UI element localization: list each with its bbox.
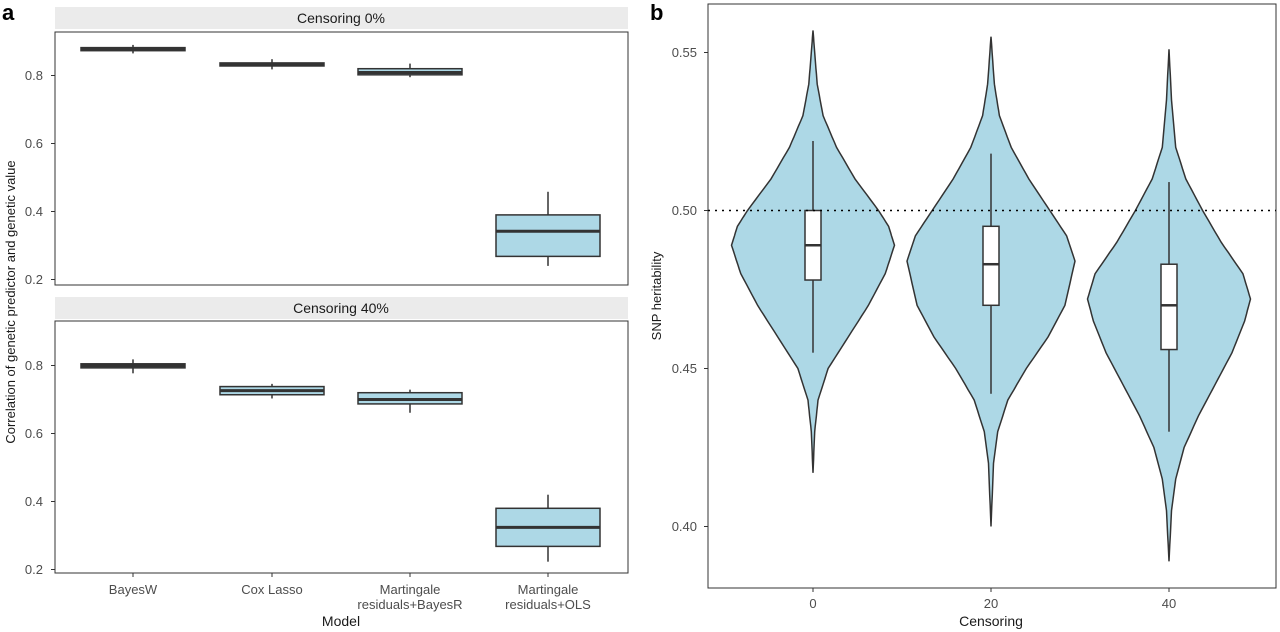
y-axis-top: 0.8 0.6 0.4 0.2 bbox=[25, 68, 43, 287]
y-tick-label: 0.2 bbox=[25, 272, 43, 287]
plot-frame-top bbox=[54, 31, 629, 286]
y-tick-label: 0.4 bbox=[25, 204, 43, 219]
y-ticks-bottom bbox=[51, 365, 55, 570]
plot-frame-b bbox=[707, 3, 1277, 589]
x-tick-line: Cox Lasso bbox=[241, 582, 302, 597]
y-tick-label: 0.45 bbox=[672, 361, 697, 376]
y-tick-label: 0.2 bbox=[25, 562, 43, 577]
x-axis-title-a: Model bbox=[322, 613, 360, 629]
violin-series bbox=[730, 30, 1252, 562]
y-axis-bottom: 0.8 0.6 0.4 0.2 bbox=[25, 358, 43, 577]
x-axis-title-b: Censoring bbox=[959, 613, 1023, 629]
x-tick-label: 40 bbox=[1162, 596, 1176, 611]
y-tick-label: 0.4 bbox=[25, 494, 43, 509]
x-tick-line: Martingale bbox=[380, 582, 441, 597]
y-ticks-b bbox=[704, 52, 708, 527]
x-tick-label-cox-lasso: Cox Lasso bbox=[241, 582, 302, 597]
panel-b-label: b bbox=[650, 0, 663, 25]
x-tick-label-bayesw: BayesW bbox=[109, 582, 158, 597]
violin-box bbox=[1160, 263, 1178, 351]
x-tick-line: Martingale bbox=[518, 582, 579, 597]
facet-title-top: Censoring 0% bbox=[297, 10, 385, 26]
x-tick-label-martingale-ols: Martingale residuals+OLS bbox=[505, 582, 591, 612]
y-tick-label: 0.8 bbox=[25, 358, 43, 373]
x-ticks-a bbox=[132, 573, 549, 577]
x-tick-line: residuals+BayesR bbox=[357, 597, 462, 612]
x-tick-label-martingale-bayesr: Martingale residuals+BayesR bbox=[357, 582, 462, 612]
panel-a-label: a bbox=[2, 0, 15, 25]
y-tick-label: 0.40 bbox=[672, 519, 697, 534]
y-axis-title-b: SNP heritability bbox=[649, 251, 664, 340]
y-tick-label: 0.8 bbox=[25, 68, 43, 83]
x-tick-line: BayesW bbox=[109, 582, 158, 597]
y-axis-title-a: Correlation of genetic predictor and gen… bbox=[3, 160, 18, 443]
y-tick-label: 0.50 bbox=[672, 203, 697, 218]
boxplot-series-top bbox=[80, 44, 601, 266]
y-tick-label: 0.6 bbox=[25, 136, 43, 151]
box-iqr bbox=[495, 214, 601, 258]
boxplot-series-bottom bbox=[80, 359, 601, 562]
facet-strip-bottom bbox=[55, 297, 628, 319]
facet-title-bottom: Censoring 40% bbox=[293, 300, 389, 316]
x-ticks-b bbox=[812, 588, 1170, 592]
y-tick-label: 0.6 bbox=[25, 426, 43, 441]
x-tick-label: 20 bbox=[984, 596, 998, 611]
x-tick-line: residuals+OLS bbox=[505, 597, 591, 612]
facet-strip-top bbox=[55, 7, 628, 29]
violin-box bbox=[982, 225, 1000, 307]
y-axis-b: 0.55 0.50 0.45 0.40 bbox=[672, 45, 697, 534]
x-axis-b: 0 20 40 bbox=[809, 596, 1176, 611]
y-tick-label: 0.55 bbox=[672, 45, 697, 60]
plot-frame-bottom bbox=[54, 320, 629, 574]
x-axis-a: BayesW Cox Lasso Martingale residuals+Bay… bbox=[109, 582, 591, 612]
y-ticks-top bbox=[51, 75, 55, 280]
x-tick-label: 0 bbox=[809, 596, 816, 611]
